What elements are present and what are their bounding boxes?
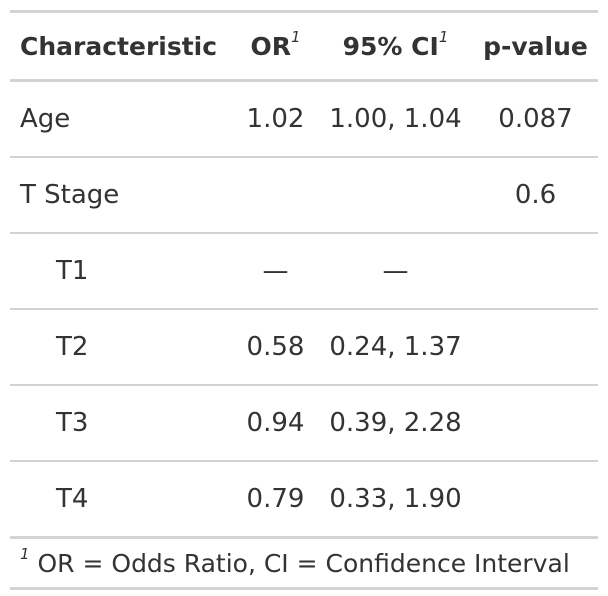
table-body: Age 1.02 1.00, 1.04 0.087 T Stage 0.6 T1 — — T2 0.…: [10, 81, 598, 538]
footnote-mark: 1: [20, 544, 30, 563]
row-label: T3: [56, 408, 89, 438]
row-label: T4: [56, 484, 89, 514]
row-or-value: 1.02: [246, 104, 305, 134]
header-ci-footnote-mark: 1: [438, 27, 449, 46]
regression-table: Characteristic OR1 95% CI1 p-value Age 1.…: [10, 10, 598, 590]
row-pvalue: [473, 309, 598, 385]
row-ci-value: 0.39, 2.28: [329, 408, 462, 438]
table-footer: 1 OR = Odds Ratio, CI = Confidence Inter…: [10, 537, 598, 589]
row-ci-value: 1.00, 1.04: [329, 104, 462, 134]
header-pvalue-label: p-value: [483, 31, 588, 61]
row-or-value: 0.79: [246, 484, 305, 514]
footnote-text: OR = Odds Ratio, CI = Confidence Interva…: [37, 548, 570, 578]
footnote: 1 OR = Odds Ratio, CI = Confidence Inter…: [10, 538, 598, 589]
header-or: OR1: [233, 12, 318, 81]
header-characteristic: Characteristic: [10, 12, 233, 81]
row-or-value: [233, 157, 318, 233]
table-row: T2 0.58 0.24, 1.37: [10, 309, 598, 385]
header-characteristic-label: Characteristic: [20, 31, 218, 61]
row-pvalue: 0.6: [514, 180, 557, 210]
row-ci-value: 0.24, 1.37: [329, 332, 462, 362]
table-row: T1 — —: [10, 233, 598, 309]
header-or-label: OR: [250, 31, 291, 61]
row-or-value: —: [262, 256, 289, 286]
table-header: Characteristic OR1 95% CI1 p-value: [10, 11, 598, 81]
table-row: T3 0.94 0.39, 2.28: [10, 385, 598, 461]
row-ci-value: —: [382, 256, 409, 286]
table-row: T Stage 0.6: [10, 157, 598, 233]
table-row: Age 1.02 1.00, 1.04 0.087: [10, 81, 598, 158]
row-pvalue: [473, 233, 598, 309]
row-label: T1: [56, 256, 89, 286]
row-pvalue: [473, 461, 598, 538]
row-label: Age: [20, 104, 71, 134]
header-ci: 95% CI1: [318, 12, 473, 81]
row-ci-value: [318, 157, 473, 233]
row-label: T2: [56, 332, 89, 362]
row-pvalue: 0.087: [498, 104, 573, 134]
header-row: Characteristic OR1 95% CI1 p-value: [10, 11, 598, 81]
regression-table-container: Characteristic OR1 95% CI1 p-value Age 1.…: [10, 10, 598, 590]
table-row: T4 0.79 0.33, 1.90: [10, 461, 598, 538]
row-label: T Stage: [20, 180, 120, 210]
row-ci-value: 0.33, 1.90: [329, 484, 462, 514]
row-or-value: 0.94: [246, 408, 305, 438]
header-pvalue: p-value: [473, 12, 598, 81]
row-or-value: 0.58: [246, 332, 305, 362]
header-ci-label: 95% CI: [342, 31, 439, 61]
header-or-footnote-mark: 1: [290, 27, 301, 46]
footnote-row: 1 OR = Odds Ratio, CI = Confidence Inter…: [10, 537, 598, 589]
row-pvalue: [473, 385, 598, 461]
